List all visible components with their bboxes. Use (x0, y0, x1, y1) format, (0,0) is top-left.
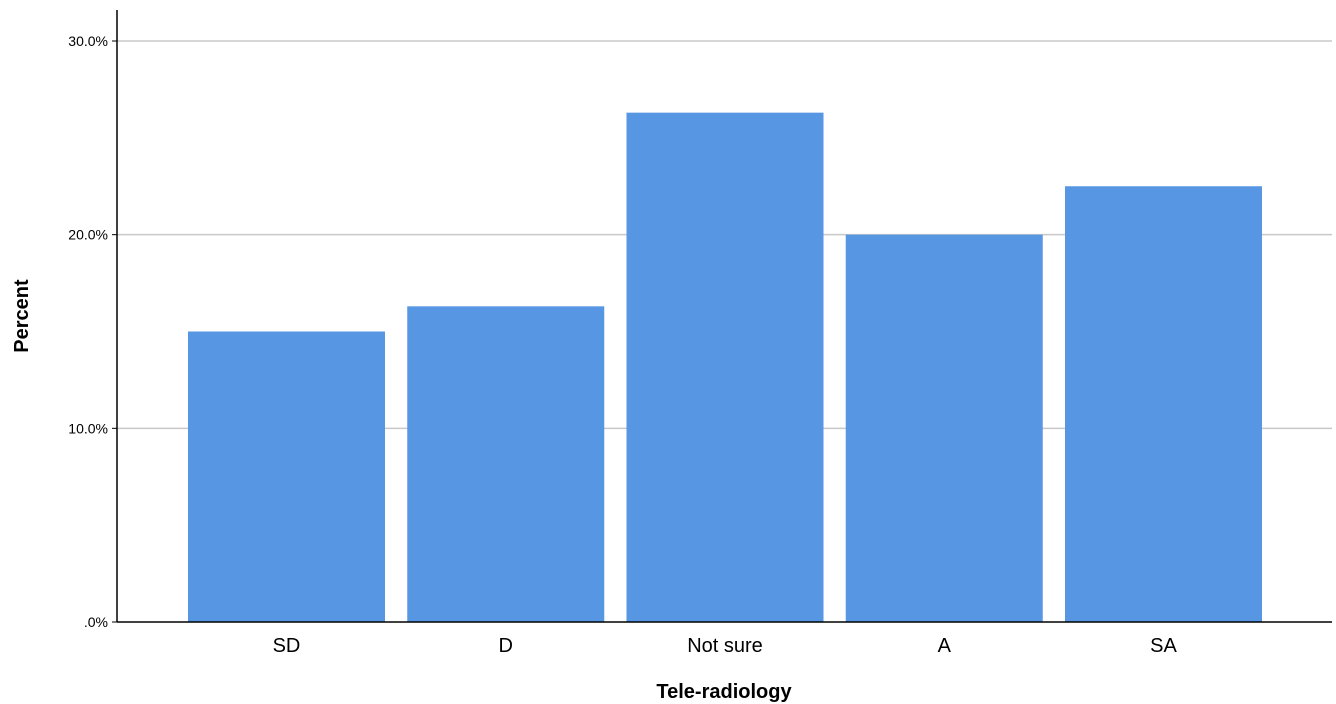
y-axis-title: Percent (11, 279, 33, 353)
bar (407, 306, 605, 622)
x-tick-label: SD (273, 635, 301, 657)
bars (188, 112, 1262, 622)
y-tick-label: .0% (84, 614, 108, 630)
x-axis-title: Tele-radiology (656, 681, 792, 703)
x-tick-labels: SD D Not sure A SA (273, 635, 1178, 657)
y-tick-label: 10.0% (68, 420, 108, 436)
axes (116, 10, 1332, 623)
y-tick-label: 20.0% (68, 227, 108, 243)
y-tick-labels: .0% 10.0% 20.0% 30.0% (68, 33, 117, 630)
x-tick-label: Not sure (687, 635, 763, 657)
bar (626, 112, 824, 622)
x-tick-label: SA (1150, 635, 1177, 657)
bar (188, 331, 385, 622)
y-tick-label: 30.0% (68, 33, 108, 49)
bar (845, 234, 1043, 622)
x-tick-label: D (499, 635, 513, 657)
x-tick-label: A (938, 635, 952, 657)
bar (1065, 186, 1262, 622)
